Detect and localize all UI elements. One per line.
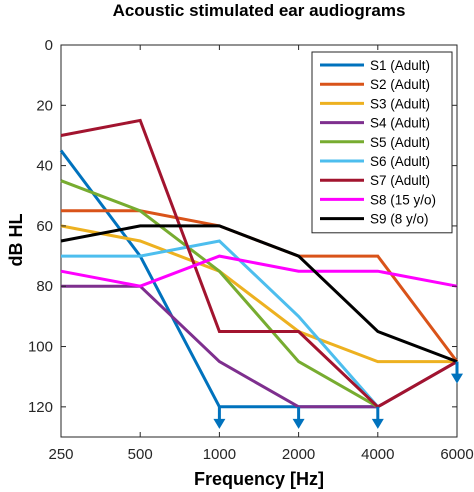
legend-item-3: S3 (Adult) xyxy=(320,96,430,111)
legend-item-9: S9 (8 y/o) xyxy=(320,212,429,227)
legend-label: S6 (Adult) xyxy=(370,154,430,169)
series-line-7 xyxy=(60,118,458,409)
y-tick-label: 40 xyxy=(36,158,53,175)
x-tick-label: 500 xyxy=(128,446,153,463)
no-response-arrows xyxy=(213,361,463,429)
x-tick-label: 250 xyxy=(48,446,73,463)
y-tick-label: 80 xyxy=(36,278,53,295)
legend-item-7: S7 (Adult) xyxy=(320,173,430,188)
x-tick-label: 4000 xyxy=(361,446,394,463)
no-response-arrow-4 xyxy=(451,361,463,384)
series-layer xyxy=(59,118,459,409)
chart-title: Acoustic stimulated ear audiograms xyxy=(113,1,406,20)
legend-label: S8 (15 y/o) xyxy=(370,192,436,207)
x-tick-label: 2000 xyxy=(282,446,315,463)
arrow-head xyxy=(292,418,305,429)
x-tick-label: 6000 xyxy=(440,446,473,463)
legend-item-5: S5 (Adult) xyxy=(320,135,430,150)
no-response-arrow-1 xyxy=(213,406,226,429)
legend: S1 (Adult) S2 (Adult) S3 (Adult) S4 (Adult)… xyxy=(311,51,453,234)
no-response-arrow-2 xyxy=(292,406,305,429)
legend-label: S1 (Adult) xyxy=(370,58,430,73)
legend-item-4: S4 (Adult) xyxy=(320,116,430,131)
legend-item-1: S1 (Adult) xyxy=(320,58,430,73)
no-response-arrow-3 xyxy=(371,406,384,429)
x-tick-label: 1000 xyxy=(203,446,236,463)
arrow-head xyxy=(213,418,226,429)
series-line-3 xyxy=(60,224,457,364)
arrow-head xyxy=(371,418,384,429)
y-tick-label: 20 xyxy=(36,97,53,114)
series-line-5 xyxy=(60,179,379,409)
legend-item-2: S2 (Adult) xyxy=(320,77,430,92)
legend-label: S2 (Adult) xyxy=(370,77,430,92)
tick-labels: 0 20 40 60 80 100 120 250 500 1000 2000 4000 6000 xyxy=(28,37,474,463)
legend-label: S5 (Adult) xyxy=(370,135,430,150)
arrow-head xyxy=(451,373,463,384)
y-tick-label: 60 xyxy=(36,218,53,235)
series-line-8 xyxy=(60,254,458,288)
y-tick-label: 120 xyxy=(28,399,53,416)
y-tick-label: 100 xyxy=(28,339,53,356)
legend-label: S9 (8 y/o) xyxy=(370,212,429,227)
legend-label: S4 (Adult) xyxy=(370,116,430,131)
x-axis-label: Frequency [Hz] xyxy=(194,469,324,489)
legend-label: S3 (Adult) xyxy=(370,96,430,111)
legend-item-6: S6 (Adult) xyxy=(320,154,430,169)
y-tick-label: 0 xyxy=(45,37,53,54)
series-line-6 xyxy=(61,239,379,408)
legend-label: S7 (Adult) xyxy=(370,173,430,188)
legend-item-8: S8 (15 y/o) xyxy=(320,192,436,207)
y-axis-label: dB HL xyxy=(6,214,26,267)
series-line-9 xyxy=(60,224,458,364)
